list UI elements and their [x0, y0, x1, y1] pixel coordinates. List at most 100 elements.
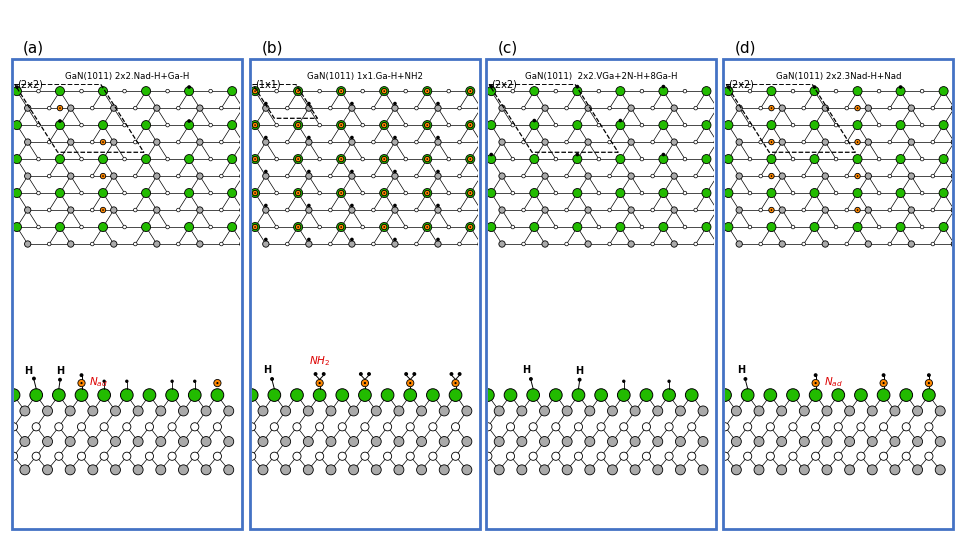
- Circle shape: [694, 208, 698, 212]
- Circle shape: [303, 436, 314, 446]
- Circle shape: [683, 191, 686, 195]
- Circle shape: [191, 452, 198, 460]
- Circle shape: [487, 121, 496, 130]
- Circle shape: [487, 223, 496, 232]
- Circle shape: [466, 154, 474, 163]
- Circle shape: [437, 136, 439, 139]
- Circle shape: [248, 423, 256, 431]
- Circle shape: [68, 207, 74, 213]
- Circle shape: [348, 207, 355, 213]
- Circle shape: [451, 452, 460, 460]
- Circle shape: [358, 389, 372, 402]
- Circle shape: [348, 241, 355, 247]
- Circle shape: [10, 452, 17, 460]
- Circle shape: [37, 89, 41, 93]
- Circle shape: [110, 241, 117, 247]
- Circle shape: [458, 140, 462, 144]
- Circle shape: [724, 87, 733, 96]
- Circle shape: [608, 106, 612, 110]
- Circle shape: [542, 207, 548, 213]
- Circle shape: [630, 406, 640, 416]
- Circle shape: [275, 123, 279, 127]
- Circle shape: [896, 189, 905, 198]
- Circle shape: [407, 380, 414, 387]
- Circle shape: [855, 139, 861, 145]
- Circle shape: [458, 106, 462, 110]
- Circle shape: [834, 157, 838, 161]
- Circle shape: [767, 423, 774, 431]
- Circle shape: [480, 238, 482, 241]
- Circle shape: [318, 382, 320, 384]
- Circle shape: [908, 105, 915, 111]
- Circle shape: [326, 465, 336, 475]
- Circle shape: [447, 157, 450, 161]
- Circle shape: [640, 157, 644, 161]
- Circle shape: [810, 189, 819, 198]
- Circle shape: [318, 123, 321, 127]
- Circle shape: [381, 122, 387, 128]
- Circle shape: [594, 389, 608, 402]
- Circle shape: [295, 89, 301, 94]
- Circle shape: [123, 157, 127, 161]
- Circle shape: [47, 140, 51, 144]
- Circle shape: [110, 207, 117, 213]
- Circle shape: [43, 465, 52, 475]
- Circle shape: [597, 123, 601, 127]
- Circle shape: [630, 436, 640, 446]
- Circle shape: [258, 465, 268, 475]
- Circle shape: [802, 208, 805, 212]
- Circle shape: [404, 389, 416, 402]
- Circle shape: [394, 406, 404, 416]
- Circle shape: [616, 87, 625, 96]
- Circle shape: [216, 382, 219, 384]
- Circle shape: [924, 452, 933, 460]
- Circle shape: [211, 389, 224, 402]
- Circle shape: [47, 242, 51, 246]
- Circle shape: [185, 154, 194, 163]
- Circle shape: [350, 205, 353, 207]
- Circle shape: [896, 121, 905, 130]
- Circle shape: [32, 423, 41, 431]
- Circle shape: [427, 226, 428, 228]
- Text: GaN(1011) 2x2.Nad-H+Ga-H: GaN(1011) 2x2.Nad-H+Ga-H: [65, 72, 189, 81]
- Circle shape: [338, 452, 347, 460]
- Circle shape: [921, 157, 923, 161]
- Circle shape: [952, 105, 957, 111]
- Circle shape: [529, 452, 537, 460]
- Circle shape: [306, 139, 312, 145]
- Circle shape: [855, 389, 867, 402]
- Circle shape: [845, 436, 855, 446]
- Circle shape: [227, 121, 236, 130]
- Circle shape: [264, 170, 267, 172]
- Circle shape: [381, 156, 387, 162]
- Circle shape: [640, 123, 644, 127]
- Text: $N_{ad}$: $N_{ad}$: [824, 375, 842, 389]
- Circle shape: [194, 380, 196, 382]
- Circle shape: [698, 406, 708, 416]
- Circle shape: [759, 174, 763, 178]
- Circle shape: [24, 105, 31, 111]
- Circle shape: [685, 389, 698, 402]
- Circle shape: [499, 139, 505, 145]
- Circle shape: [338, 423, 347, 431]
- Circle shape: [297, 158, 299, 160]
- Circle shape: [306, 207, 312, 213]
- Circle shape: [297, 90, 299, 92]
- Circle shape: [834, 423, 842, 431]
- Circle shape: [134, 140, 137, 144]
- Circle shape: [857, 107, 859, 109]
- Circle shape: [857, 142, 859, 143]
- Circle shape: [293, 87, 303, 96]
- Circle shape: [767, 189, 776, 198]
- Circle shape: [853, 223, 862, 232]
- Circle shape: [80, 382, 82, 384]
- Circle shape: [845, 140, 849, 144]
- Circle shape: [318, 191, 321, 195]
- Circle shape: [771, 107, 772, 109]
- Circle shape: [853, 121, 862, 130]
- Circle shape: [671, 173, 678, 179]
- Circle shape: [668, 380, 670, 382]
- Circle shape: [504, 389, 517, 402]
- Circle shape: [110, 173, 117, 179]
- Circle shape: [361, 380, 369, 387]
